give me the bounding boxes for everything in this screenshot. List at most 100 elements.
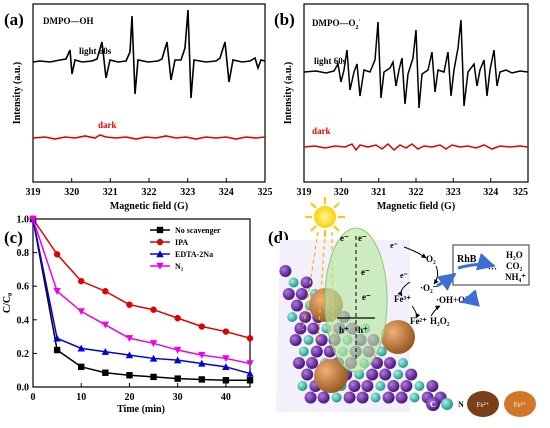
data-point [53,346,61,354]
carbon-atom [400,380,413,392]
data-point [246,369,254,377]
carbon-atom [426,380,439,392]
electron-transfer-arrow [403,246,427,259]
data-point [173,356,182,364]
hole-label: h⁺ [358,325,368,335]
panel-b-xtick-label: 324 [483,187,498,198]
panel-c-frame [32,218,251,388]
hydroxyl-label: ·OH+OH⁻ [436,295,477,305]
data-point [102,288,109,295]
y-tick-label: 0.8 [17,248,30,259]
y-tick-label: 0.6 [17,282,30,293]
legend-entry: EDTA-2Na [150,250,213,259]
x-tick-label: 30 [173,392,183,403]
x-tick-label: 20 [124,392,134,403]
data-point [53,334,61,342]
data-point [156,238,164,246]
fe2-label: Fe²⁺ [410,316,427,326]
panel-a: (a) DMPO—OH light 60s dark 319 320 321 3… [4,3,273,212]
carbon-legend-swatch [426,397,440,411]
legend-entry: IPA [150,238,188,247]
radical-attack-arrow [436,272,457,291]
nitrogen-atom [297,381,308,391]
panel-c-xticks: 0 10 20 30 40 [31,383,231,403]
panel-a-xlabel: Magnetic field (G) [110,201,188,212]
data-point [125,351,134,359]
data-point [246,377,254,384]
data-point [198,359,206,367]
series-2 [29,215,254,377]
panel-a-dark-trace [32,134,266,140]
electron-label: e⁻ [362,292,371,302]
carbon-atom [387,380,400,392]
carbon-atom [379,368,392,381]
panel-b-xticks: 319 320 321 322 323 324 325 [297,178,529,198]
carbon-atom [291,299,303,312]
fenton-arrow [430,305,441,317]
data-point [29,215,37,223]
carbon-atom [306,357,318,369]
panel-a-xtick-label: 320 [64,187,79,198]
carbon-atom [289,334,302,346]
panel-c-ylabel: C/C₀ [2,293,13,313]
series-1 [29,215,254,342]
iron-particle [314,359,348,393]
carbon-atom [300,276,313,289]
electron-label: e⁻ [361,267,370,277]
panel-a-signal-label: DMPO—OH [43,16,94,26]
iron-particle [381,320,415,354]
data-point [222,355,230,363]
data-point [174,375,181,382]
data-point [198,323,205,330]
panel-a-dark-label: dark [98,120,117,130]
series-line [32,218,251,340]
nitrogen-atom [298,346,309,357]
carbon-atom [382,391,395,404]
data-point [246,335,254,342]
panel-a-light-trace [32,9,266,99]
carbon-atom [371,357,383,369]
panel-b-light-label: light 60s [314,56,347,66]
hole-label: h⁺ [339,325,349,335]
data-point [174,314,181,322]
panel-a-xtick-label: 322 [142,187,157,198]
lattice-legend: C N Fe²⁺ Fe³⁺ [426,391,536,417]
panel-a-light-label: light 60s [79,46,112,56]
sun-icon [305,197,345,237]
panel-c: (c) 0.0 0.2 0.4 0.6 0.8 1.0 0 10 20 30 40 No scav… [2,215,254,415]
panel-c-legend: No scavenger IPA EDTA-2Na N₂ [150,226,221,271]
degradation-arrow [457,252,496,271]
ellipsis-label: ··· [488,264,497,274]
series-3 [29,215,254,368]
data-point [77,344,85,352]
data-point [150,373,157,381]
carbon-atom [310,345,323,358]
panel-a-xticks: 319 320 321 322 323 324 325 [26,178,273,198]
data-point [126,372,133,379]
legend-label: N₂ [175,262,184,271]
legend-entry: No scavenger [150,226,221,235]
x-tick-label: 10 [76,392,86,403]
panel-c-yticks: 0.0 0.2 0.4 0.6 0.8 1.0 [17,215,37,394]
fe3-legend-swatch [504,391,536,417]
carbon-atom [343,391,356,404]
carbon-atom [395,391,408,404]
fe2-legend-label: Fe²⁺ [477,401,490,409]
nitrogen-atom [287,312,298,322]
panel-b-xtick-label: 322 [409,187,424,198]
panel-a-xtick-label: 321 [103,187,118,198]
data-point [222,377,230,384]
carbon-atom [307,322,320,335]
panel-b-xtick-label: 325 [513,187,528,198]
data-point [78,363,85,371]
electron-label: e⁻ [340,233,349,243]
nitrogen-atom [376,346,387,357]
fe-cycle-arrow [411,305,421,319]
data-point [102,369,109,376]
panel-b: (b) DMPO—O2· light 60s dark 319 320 321 … [274,3,529,212]
data-point [198,351,206,359]
data-point [222,328,230,335]
carbon-atom [295,288,308,300]
legend-entry: N₂ [150,262,184,271]
